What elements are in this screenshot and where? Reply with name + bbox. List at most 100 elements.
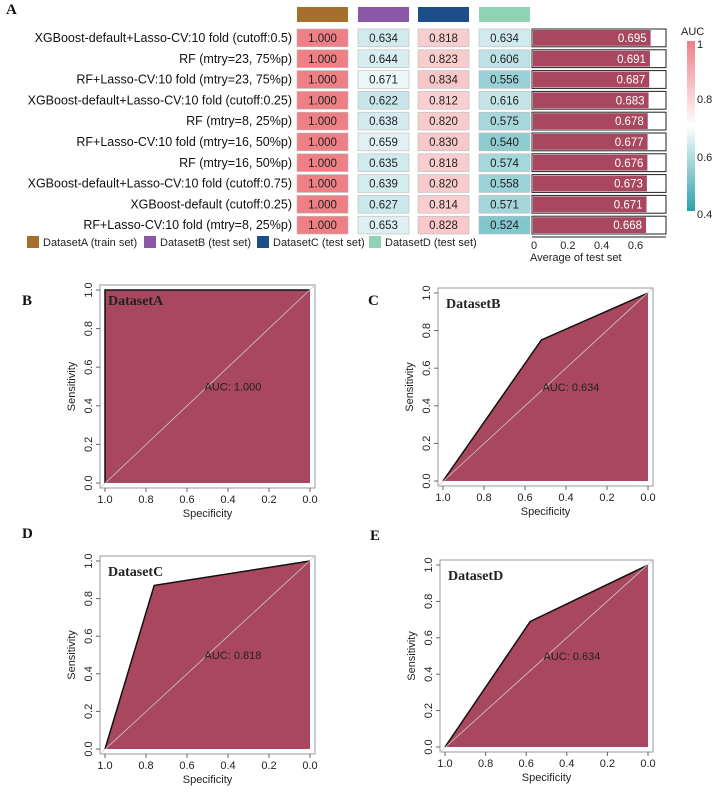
x-tick-label: 0.4: [559, 758, 574, 770]
heatmap-cell: [357, 195, 410, 214]
bar-axis-tick: 0.6: [628, 240, 643, 252]
x-tick-label: 0.2: [261, 494, 276, 506]
heatmap-cell: [478, 28, 531, 48]
x-axis-label: Specificity: [183, 774, 233, 786]
average-bar-value: 0.673: [614, 179, 643, 191]
average-bar-value: 0.687: [616, 75, 645, 87]
average-bar: [533, 154, 648, 171]
legend-label: DatasetB (test set): [160, 237, 251, 249]
cell-value: 0.818: [429, 158, 458, 170]
heatmap-cell: [417, 111, 470, 131]
average-bar-value: 0.676: [615, 158, 644, 170]
heatmap-cell: [417, 132, 470, 152]
heatmap-cell: [357, 49, 410, 68]
heatmap-cell: [478, 70, 531, 89]
heatmap-cell: [296, 111, 349, 131]
x-tick-label: 1.0: [97, 760, 112, 772]
x-tick-label: 0.6: [517, 492, 532, 504]
y-axis-label: Sensitivity: [404, 362, 416, 412]
average-bar: [533, 71, 650, 88]
heatmap-cell: [478, 111, 531, 131]
legend-label: DatasetC (test set): [273, 237, 365, 249]
average-bar: [533, 217, 647, 233]
heatmap-cell: [478, 91, 531, 110]
y-tick-label: 0.8: [423, 594, 435, 609]
heatmap-cell: [478, 153, 531, 172]
cell-value: 1.000: [308, 116, 337, 128]
y-tick-label: 0.0: [423, 739, 435, 754]
heatmap-cell: [357, 132, 410, 152]
roc-panel-c: C DatasetB AUC: 0.634 1.0 0.8 0.6 0.4 0.2 0.0 0.0…: [368, 285, 656, 518]
y-tick-label: 1.0: [421, 285, 433, 300]
dataset-title: DatasetA: [108, 294, 164, 309]
heatmap-cell: [478, 174, 531, 193]
heatmap-cell: [357, 28, 410, 48]
row-label: RF+Lasso-CV:10 fold (mtry=8, 25%p): [83, 218, 292, 232]
cell-value: 0.812: [429, 95, 458, 107]
panel-letter: D: [22, 526, 33, 542]
y-tick-label: 0.8: [83, 321, 95, 336]
x-tick-label: 0.0: [640, 758, 655, 770]
roc-panel-d: D DatasetC AUC: 0.818 1.0 0.8 0.6 0.4 0.2 0.0 0.0…: [22, 526, 318, 786]
cell-value: 0.634: [490, 33, 519, 45]
average-bar: [533, 30, 651, 46]
cell-value: 0.638: [369, 116, 398, 128]
x-tick-label: 1.0: [435, 492, 450, 504]
diagonal-reference-line: [439, 559, 654, 753]
panel-letter: B: [22, 293, 32, 309]
cell-value: 0.820: [429, 116, 458, 128]
x-tick-label: 0.2: [599, 492, 614, 504]
auc-label: AUC: 0.634: [544, 651, 601, 663]
x-tick-label: 0.0: [302, 494, 317, 506]
cell-value: 0.635: [369, 158, 398, 170]
heatmap-cell: [478, 132, 531, 152]
x-tick-label: 0.0: [640, 492, 655, 504]
heatmap-cell: [417, 70, 470, 89]
heatmap-cell: [357, 153, 410, 172]
x-tick-label: 0.2: [600, 758, 615, 770]
legend-label: DatasetD (test set): [385, 237, 477, 249]
y-tick-label: 1.0: [423, 557, 435, 572]
y-tick-label: 0.6: [83, 360, 95, 375]
roc-curve: [104, 560, 311, 750]
heatmap-cell: [296, 91, 349, 110]
average-bar-value: 0.678: [615, 116, 644, 128]
row-label: RF (mtry=16, 50%p): [179, 156, 292, 170]
heatmap-cell: [296, 132, 349, 152]
y-tick-label: 0.2: [83, 704, 95, 719]
bar-axis-tick: 0.2: [560, 240, 575, 252]
average-bar-value: 0.671: [614, 199, 643, 211]
heatmap-cell: [417, 174, 470, 193]
cell-value: 0.671: [369, 75, 398, 87]
cell-value: 1.000: [308, 75, 337, 87]
cell-value: 0.828: [429, 220, 458, 232]
heatmap-cell: [417, 215, 470, 235]
cell-value: 0.540: [490, 137, 519, 149]
heatmap-cell: [478, 215, 531, 235]
y-tick-label: 0.8: [421, 323, 433, 338]
legend-swatch: [257, 236, 269, 248]
cell-value: 0.575: [490, 116, 519, 128]
heatmap-cell: [478, 49, 531, 68]
cell-value: 1.000: [308, 179, 337, 191]
average-bar-value: 0.691: [617, 54, 646, 66]
heatmap-cell: [296, 153, 349, 172]
cell-value: 0.644: [369, 54, 398, 66]
column-header-swatch: [358, 7, 409, 22]
bar-axis-tick: 0.4: [594, 240, 609, 252]
x-tick-label: 0.8: [476, 492, 491, 504]
cell-value: 0.653: [369, 220, 398, 232]
cell-value: 0.574: [490, 158, 519, 170]
legend-swatch: [369, 236, 381, 248]
y-axis-label: Sensitivity: [66, 630, 78, 680]
row-label: RF (mtry=23, 75%p): [179, 52, 292, 66]
colorbar-tick: 1: [697, 39, 703, 51]
heatmap-cell: [417, 91, 470, 110]
cell-value: 0.834: [429, 75, 458, 87]
x-tick-label: 0.0: [302, 760, 317, 772]
colorbar-tick: 0.4: [697, 209, 712, 221]
cell-value: 0.524: [490, 220, 519, 232]
average-bar: [533, 175, 647, 192]
cell-value: 1.000: [308, 54, 337, 66]
row-label: RF+Lasso-CV:10 fold (mtry=16, 50%p): [76, 135, 292, 149]
